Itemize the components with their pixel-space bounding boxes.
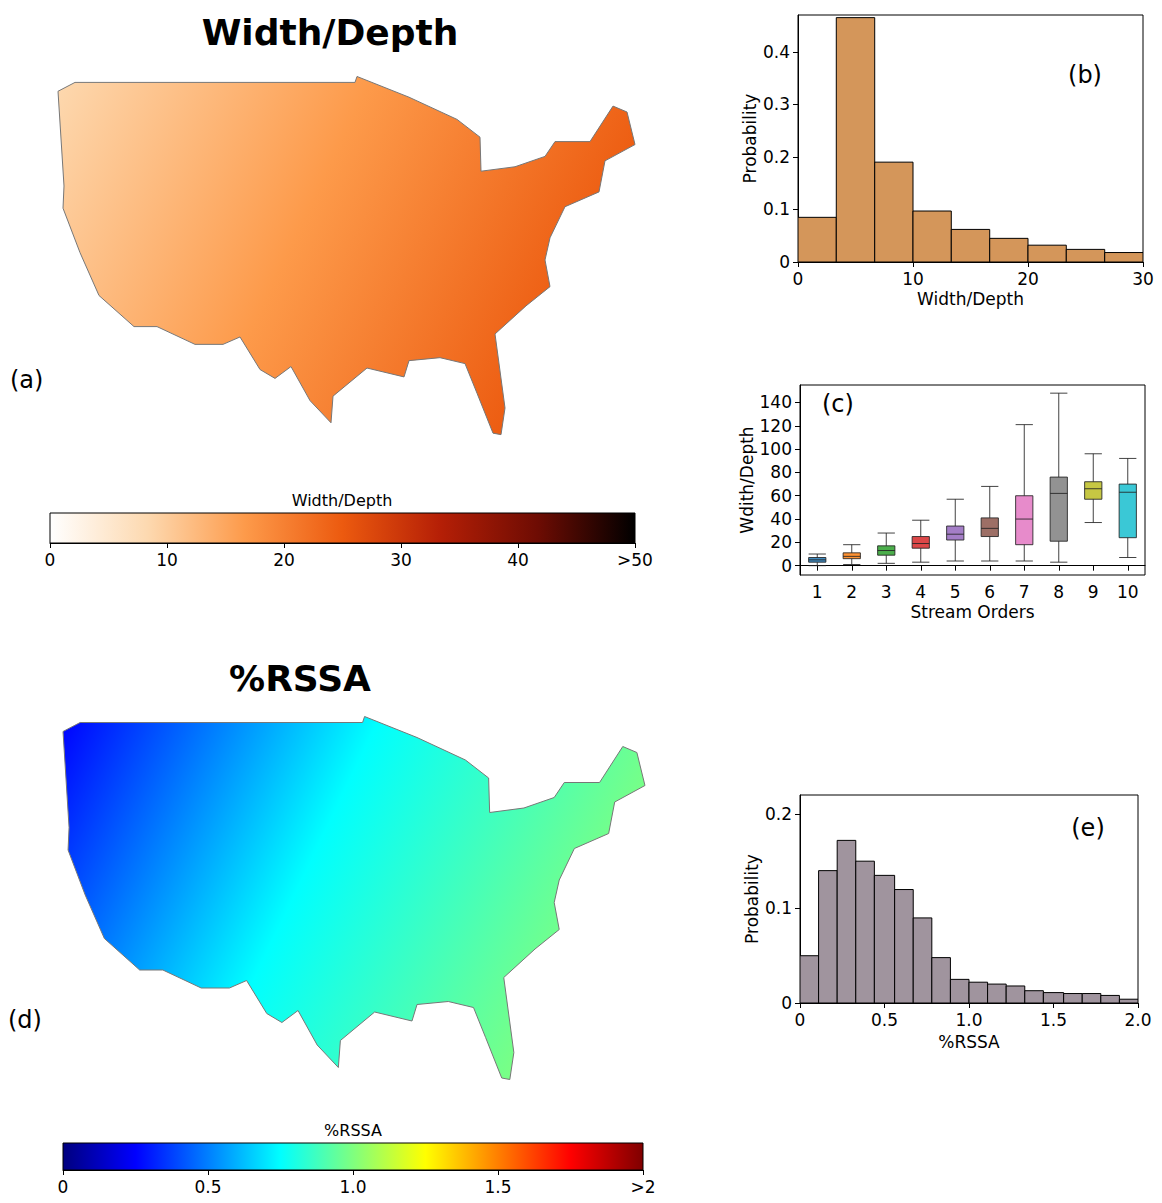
svg-text:%RSSA: %RSSA [229, 658, 371, 699]
svg-text:10: 10 [1117, 582, 1139, 602]
svg-text:Probability: Probability [740, 94, 760, 184]
svg-text:0: 0 [45, 550, 56, 570]
svg-text:(b): (b) [1068, 61, 1102, 89]
svg-text:>2: >2 [630, 1177, 655, 1197]
svg-text:(a): (a) [10, 366, 43, 394]
svg-text:30: 30 [1132, 269, 1154, 289]
svg-text:7: 7 [1019, 582, 1030, 602]
svg-text:3: 3 [881, 582, 892, 602]
svg-text:1: 1 [812, 582, 823, 602]
svg-text:140: 140 [760, 392, 792, 412]
svg-text:6: 6 [984, 582, 995, 602]
svg-text:0.5: 0.5 [194, 1177, 221, 1197]
svg-text:120: 120 [760, 416, 792, 436]
svg-text:8: 8 [1053, 582, 1064, 602]
svg-text:1.5: 1.5 [1040, 1010, 1067, 1030]
svg-text:0: 0 [795, 1010, 806, 1030]
svg-text:4: 4 [915, 582, 926, 602]
svg-text:Width/Depth: Width/Depth [202, 12, 459, 53]
svg-text:5: 5 [950, 582, 961, 602]
svg-text:0: 0 [793, 269, 804, 289]
svg-text:0: 0 [781, 556, 792, 576]
svg-text:40: 40 [770, 509, 792, 529]
svg-text:1.0: 1.0 [955, 1010, 982, 1030]
svg-text:9: 9 [1088, 582, 1099, 602]
svg-text:0.2: 0.2 [763, 147, 790, 167]
svg-text:0.1: 0.1 [765, 898, 792, 918]
svg-text:0.4: 0.4 [763, 42, 790, 62]
svg-text:(d): (d) [8, 1006, 42, 1034]
svg-text:40: 40 [507, 550, 529, 570]
svg-text:20: 20 [1017, 269, 1039, 289]
svg-text:10: 10 [156, 550, 178, 570]
svg-text:Width/Depth: Width/Depth [917, 289, 1024, 309]
svg-text:20: 20 [273, 550, 295, 570]
svg-text:Probability: Probability [742, 854, 762, 944]
svg-text:20: 20 [770, 532, 792, 552]
svg-text:Width/Depth: Width/Depth [292, 491, 393, 510]
svg-text:Stream Orders: Stream Orders [910, 602, 1034, 622]
svg-text:2: 2 [846, 582, 857, 602]
svg-text:(c): (c) [822, 390, 854, 418]
svg-text:1.0: 1.0 [339, 1177, 366, 1197]
svg-text:0.3: 0.3 [763, 94, 790, 114]
svg-text:80: 80 [770, 462, 792, 482]
svg-text:0.2: 0.2 [765, 804, 792, 824]
svg-text:60: 60 [770, 486, 792, 506]
svg-text:>50: >50 [617, 550, 653, 570]
svg-text:2.0: 2.0 [1124, 1010, 1151, 1030]
svg-text:%RSSA: %RSSA [324, 1121, 382, 1140]
svg-text:30: 30 [390, 550, 412, 570]
svg-text:0.5: 0.5 [871, 1010, 898, 1030]
svg-text:0: 0 [781, 993, 792, 1013]
svg-text:10: 10 [902, 269, 924, 289]
svg-text:Wdith/Depth: Wdith/Depth [737, 426, 757, 533]
svg-text:100: 100 [760, 439, 792, 459]
svg-text:(e): (e) [1071, 814, 1105, 842]
svg-text:1.5: 1.5 [484, 1177, 511, 1197]
svg-text:0: 0 [58, 1177, 69, 1197]
svg-text:0.1: 0.1 [763, 199, 790, 219]
svg-text:%RSSA: %RSSA [938, 1032, 1000, 1052]
svg-text:0: 0 [779, 252, 790, 272]
